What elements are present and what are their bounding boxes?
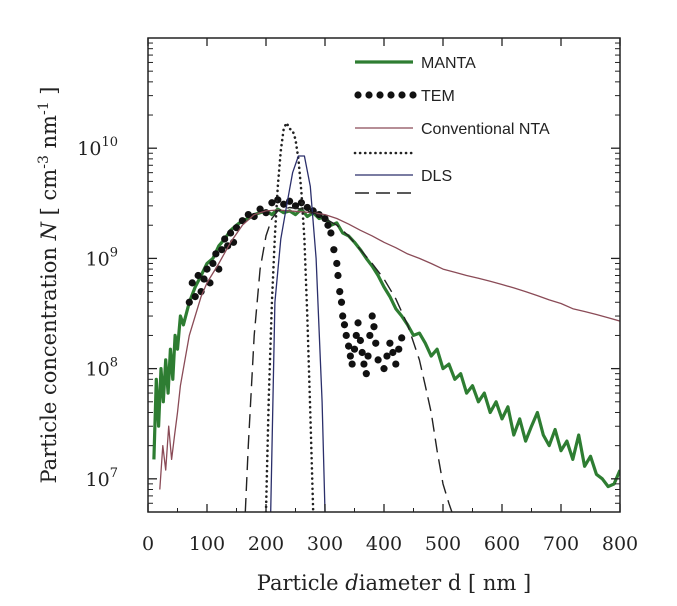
y-tick-label: 109 xyxy=(86,245,118,270)
tem-data-point xyxy=(303,203,311,212)
tem-data-point xyxy=(244,210,252,219)
tem-data-point xyxy=(321,214,329,223)
tem-data-point xyxy=(232,224,241,232)
tem-data-point xyxy=(212,250,220,258)
y-axis-title: Particle concentration N [ cm-3 nm-1 ] xyxy=(36,87,61,484)
tem-data-point xyxy=(185,298,193,306)
legend-swatch-dot xyxy=(376,91,384,99)
series-4-line xyxy=(270,155,326,512)
legend-label-tem: TEM xyxy=(421,88,455,105)
tem-data-point xyxy=(334,271,342,280)
tem-data-point xyxy=(354,319,362,327)
tem-data-point xyxy=(398,334,406,342)
legend-swatch-dot xyxy=(387,91,395,99)
tem-data-point xyxy=(362,370,370,378)
y-tick-label: 1010 xyxy=(77,135,118,160)
tem-data-point xyxy=(194,271,202,280)
dls-line xyxy=(264,121,315,512)
legend-swatch-dot xyxy=(409,91,417,99)
tem-data-point xyxy=(383,352,391,360)
y-tick-label: 107 xyxy=(86,466,118,491)
manta-line xyxy=(152,207,620,489)
legend-label-conventional-nta: Conventional NTA xyxy=(421,121,550,138)
x-tick-label: 500 xyxy=(425,533,461,555)
tem-data-point xyxy=(356,336,364,345)
tem-data-point xyxy=(336,287,344,296)
tem-data-point xyxy=(348,360,356,368)
tem-data-point xyxy=(386,339,394,347)
x-tick-label: 400 xyxy=(366,533,402,555)
tem-data-point xyxy=(337,298,346,306)
tem-data-point xyxy=(358,348,366,357)
tem-data-point xyxy=(364,352,372,360)
tem-data-point xyxy=(352,331,360,340)
tem-data-point xyxy=(360,360,368,368)
tem-data-point xyxy=(268,199,276,207)
tem-data-point xyxy=(366,331,374,340)
legend-label-manta: MANTA xyxy=(421,55,476,72)
legend-swatch-dot xyxy=(398,91,406,99)
tem-data-point xyxy=(203,265,211,273)
tem-data-point xyxy=(324,221,332,229)
x-tick-label: 200 xyxy=(248,533,284,555)
tem-data-point xyxy=(374,356,382,364)
y-tick-label: 108 xyxy=(86,356,118,381)
tem-data-point xyxy=(209,259,217,268)
tem-data-point xyxy=(330,246,338,254)
tem-data-point xyxy=(327,229,335,237)
tem-data-point xyxy=(221,235,229,243)
tem-data-point xyxy=(188,279,196,287)
tem-data-point xyxy=(389,348,397,357)
tem-data-point xyxy=(339,312,347,320)
tem-data-point xyxy=(333,259,341,268)
x-tick-label: 100 xyxy=(189,533,225,555)
tem-data-point xyxy=(395,345,403,353)
tem-data-point xyxy=(342,331,350,340)
tem-data-point xyxy=(392,360,400,368)
tem-data-point xyxy=(340,321,349,329)
legend-swatch-dot xyxy=(354,91,362,99)
x-axis-title: Particle diameter d [ nm ] xyxy=(257,571,531,595)
tem-data-point xyxy=(380,365,388,373)
tem-data-point xyxy=(274,196,282,204)
legend-label-dls: DLS xyxy=(421,168,452,185)
tem-data-point xyxy=(238,217,246,225)
x-tick-label: 300 xyxy=(307,533,343,555)
x-tick-label: 600 xyxy=(484,533,520,555)
tem-data-point xyxy=(227,229,235,237)
x-tick-label: 700 xyxy=(543,533,579,555)
tem-data-point xyxy=(280,200,288,208)
tem-data-point xyxy=(345,342,353,350)
tem-data-point xyxy=(368,312,376,320)
tem-data-point xyxy=(372,339,380,347)
tem-data-point xyxy=(218,246,226,254)
tem-data-point xyxy=(350,345,359,353)
conventional-nta-line xyxy=(159,209,620,490)
tem-data-point xyxy=(191,293,199,301)
x-tick-label: 800 xyxy=(602,533,638,555)
tem-data-point xyxy=(346,352,354,360)
series-5-line xyxy=(244,206,453,512)
legend-swatch-dot xyxy=(365,91,373,99)
x-tick-label: 0 xyxy=(142,533,154,555)
tem-data-point xyxy=(370,323,378,331)
tem-data-point xyxy=(256,205,264,213)
tem-data-point xyxy=(200,275,208,283)
plot-frame xyxy=(147,37,621,513)
